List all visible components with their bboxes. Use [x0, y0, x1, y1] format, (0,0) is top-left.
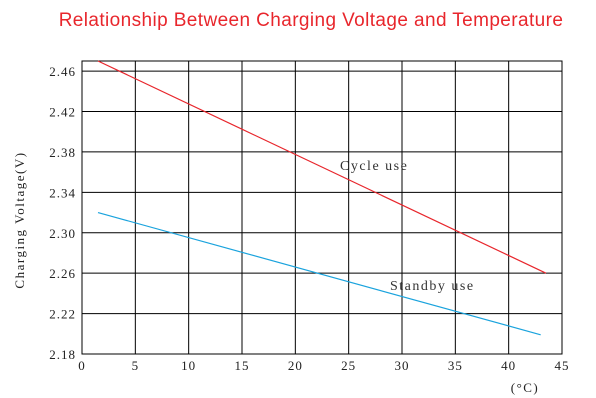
y-tick-label: 2.30	[49, 226, 76, 241]
x-axis-label: (°C)	[511, 380, 540, 395]
x-tick-label: 25	[341, 358, 356, 373]
y-tick-label: 2.18	[49, 347, 76, 362]
x-tick-label: 30	[395, 358, 410, 373]
x-tick-label: 10	[181, 358, 196, 373]
x-tick-label: 15	[235, 358, 250, 373]
y-tick-labels: 2.18 2.22 2.26 2.30 2.34 2.38 2.42 2.46	[49, 64, 76, 362]
series-line-standby-use	[97, 211, 541, 336]
x-tick-label: 5	[132, 358, 140, 373]
x-tick-labels: 0 5 10 15 20 25 30 35 40 45	[78, 358, 570, 373]
x-tick-label: 40	[501, 358, 516, 373]
y-tick-label: 2.26	[49, 266, 76, 281]
series-labels: Cycle use Standby use	[340, 159, 475, 294]
y-tick-label: 2.34	[49, 185, 76, 200]
y-tick-label: 2.38	[49, 145, 76, 160]
y-tick-label: 2.42	[49, 105, 76, 120]
y-tick-label: 2.22	[49, 307, 76, 322]
grid	[81, 60, 563, 355]
x-tick-label: 35	[448, 358, 463, 373]
series-label-cycle-use: Cycle use	[340, 159, 408, 174]
plot-frame	[81, 60, 563, 355]
y-tick-label: 2.46	[49, 64, 76, 79]
x-tick-label: 0	[78, 358, 86, 373]
chart-title: Relationship Between Charging Voltage an…	[59, 10, 564, 31]
y-axis-label: Charging Voltage(V)	[12, 151, 27, 288]
x-tick-label: 45	[555, 358, 570, 373]
series-label-standby-use: Standby use	[390, 279, 475, 294]
series-line-cycle-use	[97, 60, 547, 274]
x-tick-label: 20	[288, 358, 303, 373]
series-lines	[97, 60, 547, 336]
